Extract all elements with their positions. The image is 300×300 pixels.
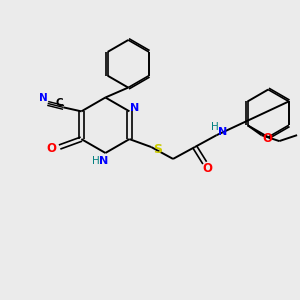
Text: C: C — [56, 98, 63, 108]
Text: O: O — [203, 162, 213, 175]
Text: H: H — [92, 156, 99, 166]
Text: N: N — [218, 127, 227, 137]
Text: S: S — [153, 142, 162, 155]
Text: N: N — [99, 156, 108, 166]
Text: O: O — [47, 142, 57, 154]
Text: N: N — [39, 94, 48, 103]
Text: H: H — [211, 122, 218, 132]
Text: N: N — [130, 103, 139, 113]
Text: O: O — [262, 132, 272, 145]
